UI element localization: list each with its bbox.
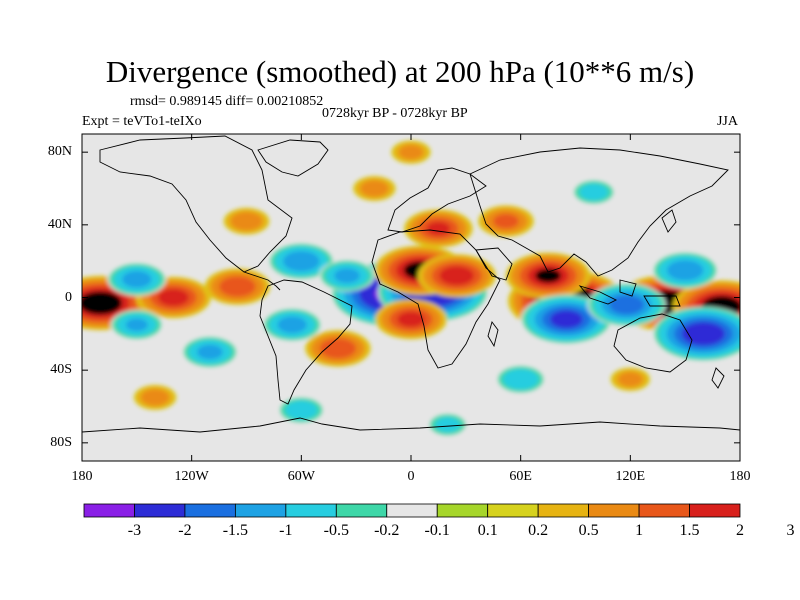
colorbar-box (487, 503, 539, 518)
coast-south-america (259, 279, 353, 405)
x-tick-label: 180 (71, 469, 93, 484)
colorbar-label: 0.1 (477, 522, 498, 539)
anomaly-divergence-15 (82, 291, 122, 315)
anomaly-convergence-24 (197, 344, 223, 360)
coast-arabia (475, 247, 513, 281)
colorbar-label: 0.5 (578, 522, 599, 539)
x-tick-label: 60W (287, 469, 315, 484)
anomaly-convergence-12 (609, 295, 644, 315)
colorbar-box (436, 503, 489, 518)
anomaly-divergence-16 (158, 289, 189, 306)
anomaly-convergence-32 (435, 417, 460, 433)
anomaly-convergence-27 (579, 183, 608, 201)
colorbar-box (134, 503, 186, 518)
y-tick-label: 80S (50, 434, 72, 450)
x-tick-label: 180 (729, 469, 751, 484)
stats-label: rmsd= 0.989145 diff= 0.00210852 (130, 94, 324, 109)
field-layer (82, 134, 740, 461)
anomaly-divergence-30 (140, 389, 170, 406)
colorbar-box (638, 503, 690, 518)
x-tick-label: 0 (407, 469, 415, 484)
anomaly-convergence-22 (277, 316, 307, 334)
coast-central-america (243, 271, 281, 291)
colorbar-label: 0.2 (528, 522, 549, 539)
plot-title: Divergence (smoothed) at 200 hPa (10**6 … (105, 54, 695, 89)
y-tick-label: 40S (50, 362, 72, 378)
anomaly-convergence-18 (125, 318, 148, 332)
x-tick-label: 120W (174, 469, 209, 484)
coast-madagascar (487, 321, 499, 348)
coast-indonesia (578, 279, 681, 307)
coastline-layer (82, 135, 740, 433)
colorbar-label: 3 (786, 522, 795, 539)
experiment-label: Expt = teVTo1-teIXo (82, 114, 202, 129)
anomaly-divergence-5 (426, 221, 451, 236)
colorbar-box (234, 503, 287, 518)
x-tick-label: 120E (615, 469, 646, 484)
anomaly-divergence-33 (398, 144, 424, 160)
x-tick-label: 60E (509, 469, 532, 484)
coast-greenland (257, 139, 329, 177)
anomaly-divergence-23 (319, 338, 357, 359)
colorbar (83, 503, 741, 518)
anomaly-divergence-8 (535, 268, 561, 283)
anomaly-divergence-6 (493, 213, 519, 229)
y-tick-label: 80N (47, 144, 72, 160)
colorbar-box (184, 503, 236, 518)
colorbar-label: -2 (178, 522, 192, 539)
anomaly-convergence-9 (550, 310, 583, 329)
colorbar-box (285, 503, 337, 518)
coast-europe (387, 167, 487, 233)
coast-africa (371, 229, 501, 369)
anomaly-convergence-17 (122, 271, 152, 288)
period-label: 0728kyr BP - 0728kyr BP (322, 106, 468, 121)
coast-north-america (99, 135, 293, 273)
anomaly-convergence-20 (283, 251, 320, 272)
coast-asia (469, 147, 729, 277)
anomaly-divergence-29 (617, 371, 643, 387)
anomaly-convergence-14 (667, 260, 704, 281)
coast-antarctica (82, 417, 740, 433)
colorbar-label: -0.1 (424, 522, 450, 539)
anomaly-convergence-31 (285, 400, 318, 420)
anomaly-divergence-4 (397, 311, 425, 327)
colorbar-box (335, 503, 388, 518)
anomaly-divergence-19 (219, 276, 256, 297)
tick-marks (81, 134, 741, 461)
colorbar-label: -1.5 (222, 522, 249, 539)
anomaly-divergence-3 (439, 266, 474, 286)
anomaly-divergence-26 (360, 180, 389, 197)
y-tick-label: 40N (47, 216, 72, 232)
anomaly-divergence-25 (230, 211, 263, 231)
anomaly-convergence-13 (681, 322, 725, 346)
colorbar-label: -1 (279, 522, 293, 539)
colorbar-box (83, 503, 135, 518)
colorbar-label: 1.5 (679, 522, 700, 539)
coast-japan (661, 209, 677, 233)
anomaly-convergence-28 (502, 369, 539, 390)
colorbar-box (386, 503, 438, 518)
colorbar-label: -3 (127, 522, 142, 539)
coast-new-zealand (711, 367, 725, 389)
y-tick-label: 0 (65, 289, 72, 305)
colorbar-label: -0.2 (374, 522, 400, 539)
anomaly-convergence-21 (334, 268, 360, 284)
season-label: JJA (716, 114, 738, 129)
colorbar-box (588, 503, 640, 518)
colorbar-label: 2 (736, 522, 744, 539)
colorbar-label: -0.5 (323, 522, 349, 539)
colorbar-box (537, 503, 590, 518)
colorbar-box (689, 503, 741, 518)
coast-australia (613, 313, 693, 373)
colorbar-label: 1 (635, 522, 644, 539)
